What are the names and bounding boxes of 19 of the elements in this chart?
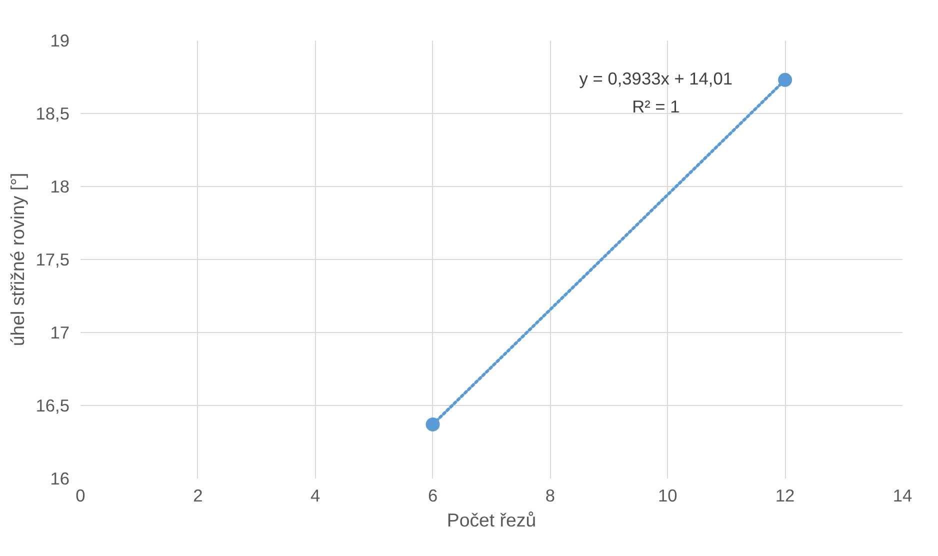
x-tick-label: 2 xyxy=(193,486,203,506)
y-tick-label: 16 xyxy=(50,468,70,488)
annotation: y = 0,3933x + 14,01 xyxy=(579,68,732,88)
x-tick-label: 8 xyxy=(545,486,556,506)
y-tick-label: 17,5 xyxy=(36,250,70,270)
x-tick-label: 12 xyxy=(775,486,795,506)
x-tick-label: 10 xyxy=(658,486,678,506)
x-tick-label: 14 xyxy=(892,486,912,506)
x-tick-label: 4 xyxy=(310,486,321,506)
x-axis-title: Počet řezů xyxy=(446,510,536,530)
y-axis-title: úhel střižné roviny [°] xyxy=(6,172,28,346)
y-tick-label: 18 xyxy=(50,176,70,196)
y-tick-label: 17 xyxy=(50,322,70,342)
x-tick-label: 0 xyxy=(76,486,86,506)
x-tick-label: 6 xyxy=(428,486,438,506)
y-tick-label: 16,5 xyxy=(36,396,70,416)
y-tick-label: 19 xyxy=(50,30,70,50)
y-tick-label: 18,5 xyxy=(36,104,70,124)
annotation: R² = 1 xyxy=(632,96,680,116)
